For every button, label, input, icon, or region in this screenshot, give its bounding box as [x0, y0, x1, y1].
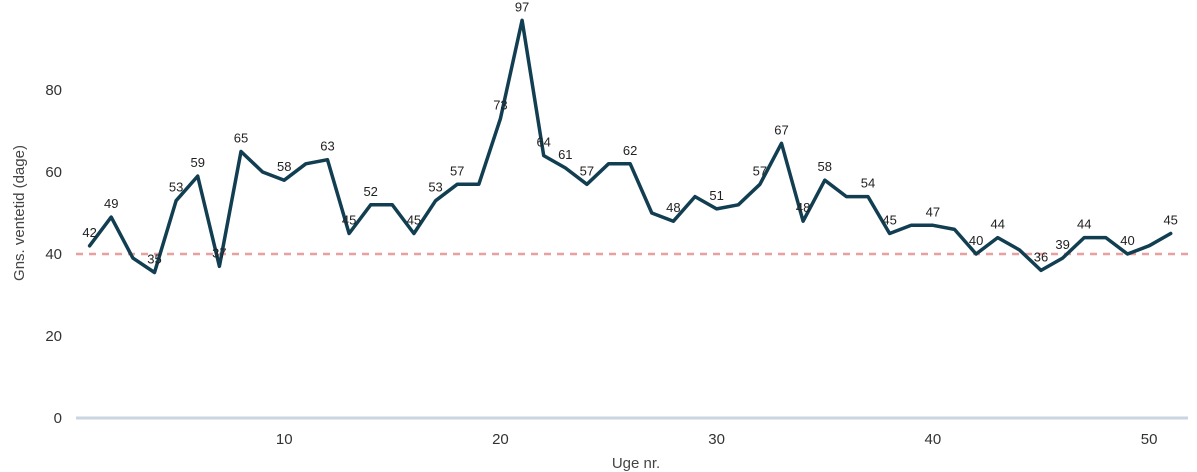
data-label: 35 [147, 251, 161, 266]
data-label: 44 [990, 217, 1004, 232]
data-label: 67 [774, 122, 788, 137]
data-label: 40 [969, 233, 983, 248]
data-label: 57 [450, 163, 464, 178]
data-label: 49 [104, 196, 118, 211]
data-label: 57 [580, 163, 594, 178]
x-tick-label: 40 [925, 431, 942, 448]
data-label: 39 [1055, 237, 1069, 252]
x-tick-label: 10 [276, 431, 293, 448]
data-label: 65 [234, 131, 248, 146]
data-label: 48 [796, 200, 810, 215]
y-tick-label: 60 [45, 164, 62, 181]
data-label: 62 [623, 143, 637, 158]
series-line [87, 18, 1173, 275]
data-label: 45 [882, 213, 896, 228]
y-axis-ticks: 0 20 40 60 80 [45, 82, 62, 427]
data-label: 48 [666, 200, 680, 215]
data-label: 73 [493, 98, 507, 113]
y-tick-label: 40 [45, 246, 62, 263]
data-label: 54 [861, 176, 875, 191]
y-axis-title: Gns. ventetid (dage) [11, 145, 28, 281]
x-tick-label: 30 [708, 431, 725, 448]
data-label: 37 [212, 245, 226, 260]
x-axis-title: Uge nr. [612, 455, 660, 472]
data-label: 58 [818, 159, 832, 174]
data-label: 58 [277, 159, 291, 174]
data-label: 97 [515, 0, 529, 14]
data-label: 52 [363, 184, 377, 199]
data-label: 53 [169, 180, 183, 195]
y-tick-label: 20 [45, 328, 62, 345]
data-label: 42 [82, 225, 96, 240]
data-label: 45 [407, 213, 421, 228]
data-label: 63 [320, 139, 334, 154]
y-tick-label: 80 [45, 82, 62, 99]
data-label: 47 [926, 204, 940, 219]
data-label: 53 [428, 180, 442, 195]
data-label: 57 [753, 163, 767, 178]
data-label: 36 [1034, 249, 1048, 264]
data-label: 61 [558, 147, 572, 162]
x-tick-label: 50 [1141, 431, 1158, 448]
data-label: 59 [190, 155, 204, 170]
data-label: 51 [709, 188, 723, 203]
data-labels: 42 49 35 53 59 37 65 58 63 45 52 45 53 57 73 97 64 61 57 62… [82, 0, 1178, 266]
data-label: 40 [1120, 233, 1134, 248]
x-axis-ticks: 10 20 30 40 50 [276, 431, 1158, 448]
y-tick-label: 0 [54, 410, 62, 427]
data-label: 44 [1077, 217, 1091, 232]
data-label: 45 [1163, 213, 1177, 228]
x-tick-label: 20 [492, 431, 509, 448]
data-label: 45 [342, 213, 356, 228]
data-label: 64 [536, 135, 550, 150]
